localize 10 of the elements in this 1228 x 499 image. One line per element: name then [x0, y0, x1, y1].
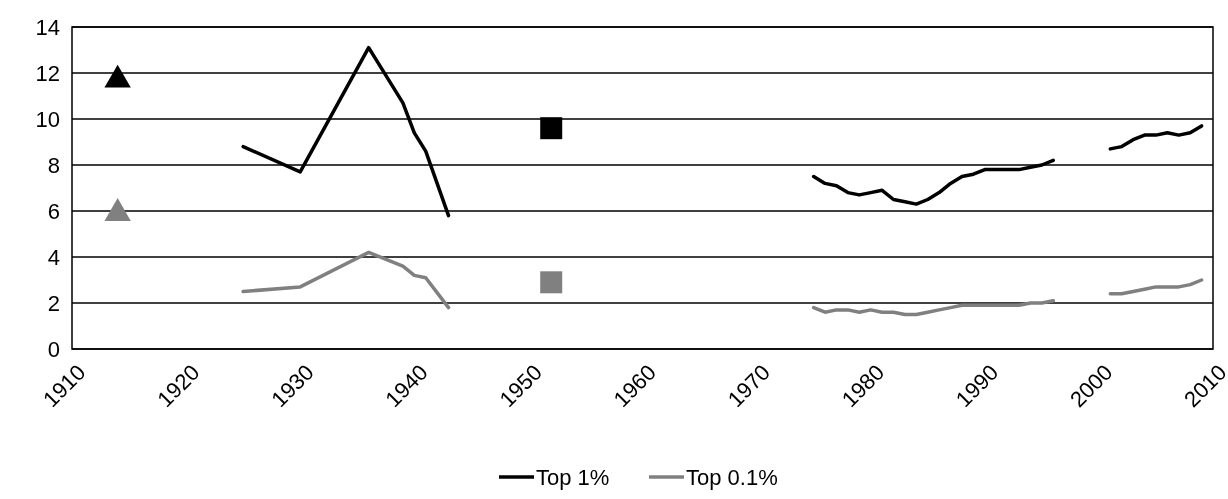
y-tick-label: 8 — [47, 152, 60, 178]
y-tick-label: 2 — [47, 290, 60, 316]
y-tick-label: 6 — [47, 198, 60, 224]
y-tick-label: 12 — [35, 60, 60, 86]
legend-label: Top 0.1% — [686, 464, 778, 490]
legend-label: Top 1% — [536, 464, 610, 490]
y-tick-label: 0 — [47, 336, 60, 362]
y-tick-label: 10 — [35, 106, 60, 132]
y-tick-label: 14 — [35, 14, 60, 40]
y-tick-label: 4 — [47, 244, 60, 270]
